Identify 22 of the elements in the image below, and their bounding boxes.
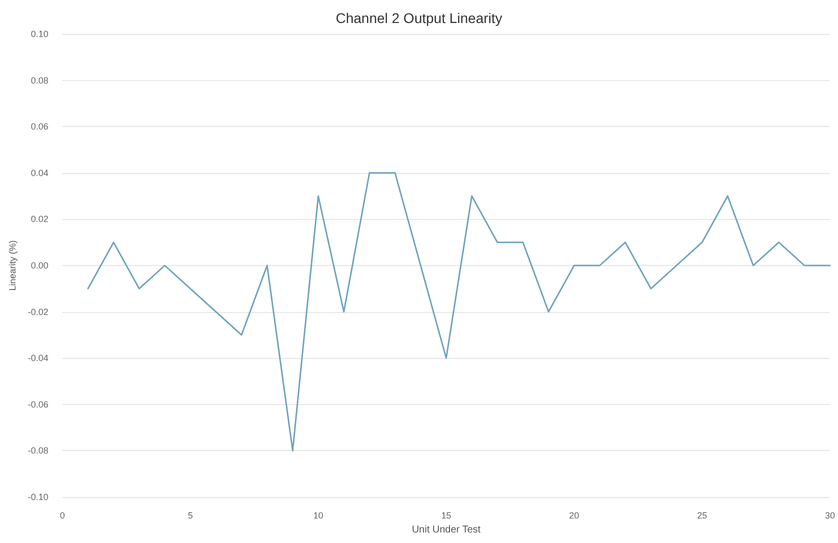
y-axis-title: Linearity (%) [8, 240, 18, 291]
y-tick-label: -0.02 [28, 306, 48, 317]
y-tick-label: -0.10 [28, 492, 48, 502]
y-tick-label: 0.04 [30, 168, 48, 178]
y-tick-label: -0.04 [28, 353, 48, 364]
x-tick-label: 0 [60, 510, 65, 520]
x-tick-label: 30 [824, 510, 835, 520]
y-tick-label: -0.08 [28, 446, 48, 456]
x-tick-label: 25 [697, 510, 708, 520]
y-tick-label: 0.02 [30, 214, 48, 224]
chart-title: Channel 2 Output Linearity [336, 10, 502, 26]
y-tick-label: -0.06 [28, 399, 48, 410]
x-tick-label: 10 [313, 510, 324, 520]
x-axis-title: Unit Under Test [412, 524, 481, 536]
y-tick-label: 0.06 [30, 122, 48, 132]
y-tick-label: 0.00 [30, 260, 48, 270]
x-tick-label: 15 [441, 510, 452, 520]
line-series [87, 172, 831, 452]
y-tick-label: 0.08 [30, 75, 48, 86]
x-tick-label: 20 [569, 510, 580, 520]
y-tick-label: 0.10 [30, 29, 48, 39]
x-tick-label: 5 [188, 510, 193, 520]
